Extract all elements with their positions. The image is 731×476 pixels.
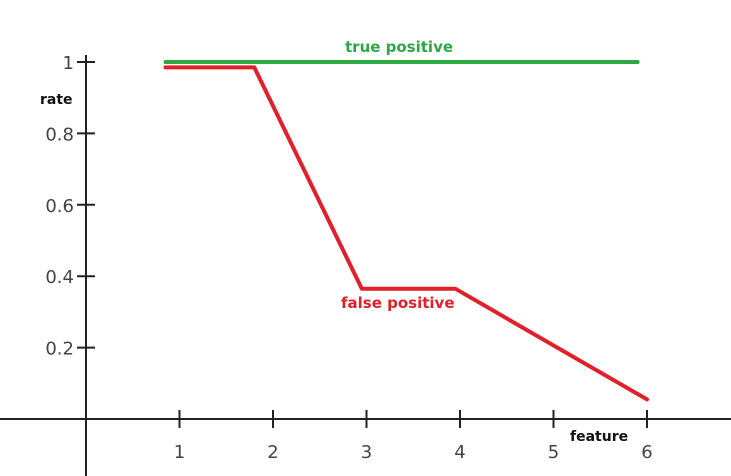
x-tick-label: 2 xyxy=(267,442,278,463)
x-axis-title: feature xyxy=(570,429,628,445)
y-tick-label: 0.6 xyxy=(45,196,74,217)
x-tick-label: 1 xyxy=(174,442,185,463)
x-tick-label: 6 xyxy=(641,442,652,463)
series-label-false-positive: false positive xyxy=(341,294,455,312)
x-tick-label: 5 xyxy=(548,442,559,463)
y-tick-label: 1 xyxy=(63,53,74,74)
y-axis-title: rate xyxy=(40,92,73,108)
ticks: 1 2 3 4 5 6 0.2 0.4 0.6 0.8 1 xyxy=(45,53,652,463)
x-tick-label: 4 xyxy=(454,442,465,463)
y-tick-label: 0.4 xyxy=(45,267,74,288)
series-lines xyxy=(163,60,649,402)
y-tick-label: 0.8 xyxy=(45,124,74,145)
series-line-false-positive xyxy=(163,65,649,402)
series-label-true-positive: true positive xyxy=(345,38,453,56)
y-tick-label: 0.2 xyxy=(45,339,74,360)
x-tick-label: 3 xyxy=(361,442,372,463)
